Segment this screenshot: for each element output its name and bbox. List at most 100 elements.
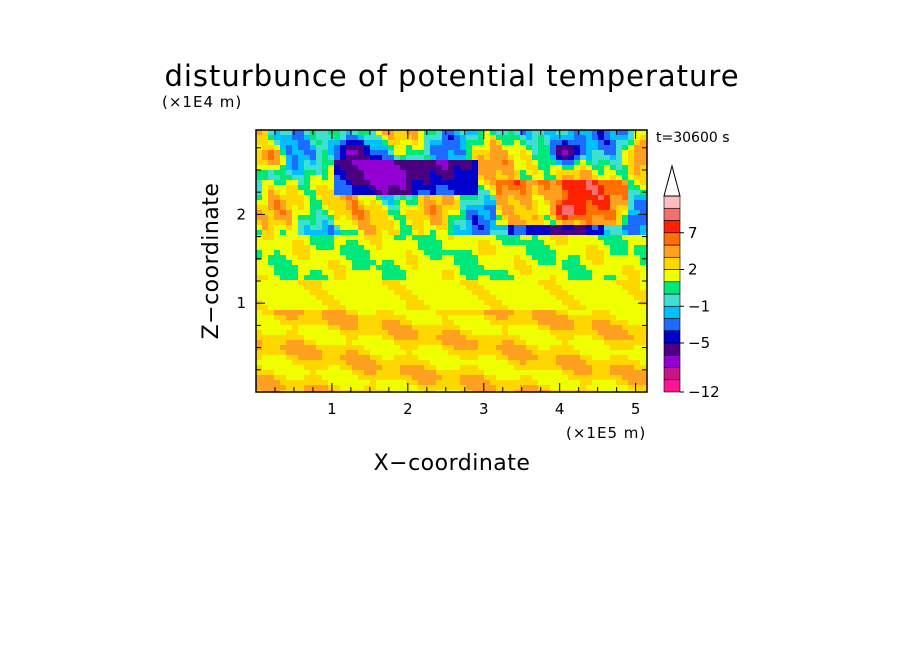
heatmap-cell <box>634 140 641 146</box>
heatmap-cell <box>604 345 611 351</box>
heatmap-cell <box>478 245 485 251</box>
heatmap-cell <box>382 335 389 341</box>
heatmap-cell <box>328 145 335 151</box>
heatmap-cell <box>448 215 455 221</box>
heatmap-cell <box>502 155 509 161</box>
heatmap-cell <box>334 380 341 386</box>
heatmap-cell <box>490 350 497 356</box>
heatmap-cell <box>274 210 281 216</box>
heatmap-cell <box>592 360 599 366</box>
heatmap-cell <box>640 310 647 316</box>
heatmap-cell <box>256 180 263 186</box>
heatmap-cell <box>286 360 293 366</box>
heatmap-cell <box>364 260 371 266</box>
heatmap-cell <box>520 225 527 231</box>
heatmap-cell <box>574 265 581 271</box>
heatmap-cell <box>556 205 563 211</box>
heatmap-cell <box>382 295 389 301</box>
heatmap-cell <box>532 225 539 231</box>
heatmap-cell <box>364 205 371 211</box>
heatmap-cell <box>592 325 599 331</box>
heatmap-cell <box>454 150 461 156</box>
heatmap-cell <box>538 180 545 186</box>
heatmap-cell <box>580 240 587 246</box>
heatmap-cell <box>298 305 305 311</box>
heatmap-cell <box>586 225 593 231</box>
heatmap-cell <box>280 355 287 361</box>
heatmap-cell <box>610 335 617 341</box>
heatmap-cell <box>442 140 449 146</box>
heatmap-cell <box>268 135 275 141</box>
heatmap-cell <box>580 160 587 166</box>
heatmap-cell <box>508 340 515 346</box>
heatmap-cell <box>574 215 581 221</box>
heatmap-cell <box>274 145 281 151</box>
heatmap-cell <box>634 270 641 276</box>
heatmap-cell <box>382 300 389 306</box>
heatmap-cell <box>274 265 281 271</box>
heatmap-cell <box>586 380 593 386</box>
heatmap-cell <box>514 330 521 336</box>
heatmap-cell <box>460 260 467 266</box>
heatmap-cell <box>508 300 515 306</box>
heatmap-cell <box>556 235 563 241</box>
heatmap-cell <box>394 255 401 261</box>
heatmap-cell <box>346 245 353 251</box>
heatmap-cell <box>418 380 425 386</box>
heatmap-cell <box>526 365 533 371</box>
heatmap-cell <box>460 360 467 366</box>
heatmap-cell <box>514 195 521 201</box>
heatmap-cell <box>406 315 413 321</box>
heatmap-cell <box>544 210 551 216</box>
heatmap-cell <box>364 130 371 136</box>
heatmap-cell <box>400 220 407 226</box>
heatmap-cell <box>304 245 311 251</box>
heatmap-cell <box>490 335 497 341</box>
heatmap-cell <box>334 205 341 211</box>
heatmap-cell <box>346 340 353 346</box>
heatmap-cell <box>460 390 467 392</box>
heatmap-cell <box>406 350 413 356</box>
heatmap-cell <box>568 240 575 246</box>
heatmap-cell <box>334 280 341 286</box>
heatmap-cell <box>538 275 545 281</box>
heatmap-cell <box>346 365 353 371</box>
heatmap-cell <box>268 275 275 281</box>
heatmap-cell <box>466 285 473 291</box>
heatmap-cell <box>334 230 341 236</box>
heatmap-cell <box>256 340 263 346</box>
heatmap-cell <box>436 185 443 191</box>
heatmap-cell <box>412 240 419 246</box>
heatmap-cell <box>622 205 629 211</box>
heatmap-cell <box>256 330 263 336</box>
heatmap-cell <box>328 310 335 316</box>
heatmap-cell <box>292 135 299 141</box>
heatmap-cell <box>274 185 281 191</box>
heatmap-cell <box>568 290 575 296</box>
heatmap-cell <box>508 215 515 221</box>
heatmap-cell <box>424 220 431 226</box>
heatmap-cell <box>376 135 383 141</box>
heatmap-cell <box>262 370 269 376</box>
heatmap-cell <box>322 150 329 156</box>
heatmap-cell <box>262 175 269 181</box>
heatmap-cell <box>544 320 551 326</box>
heatmap-cell <box>478 310 485 316</box>
heatmap-cell <box>502 340 509 346</box>
heatmap-cell <box>526 295 533 301</box>
heatmap-cell <box>256 350 263 356</box>
heatmap-cell <box>550 215 557 221</box>
heatmap-cell <box>262 200 269 206</box>
heatmap-cell <box>412 245 419 251</box>
heatmap-cell <box>412 270 419 276</box>
heatmap-cell <box>604 380 611 386</box>
heatmap-cell <box>316 185 323 191</box>
heatmap-cell <box>478 260 485 266</box>
heatmap-cell <box>574 310 581 316</box>
heatmap-cell <box>616 375 623 381</box>
heatmap-cell <box>544 150 551 156</box>
heatmap-cell <box>604 325 611 331</box>
heatmap-cell <box>256 270 263 276</box>
heatmap-cell <box>502 250 509 256</box>
heatmap-cell <box>628 385 635 391</box>
